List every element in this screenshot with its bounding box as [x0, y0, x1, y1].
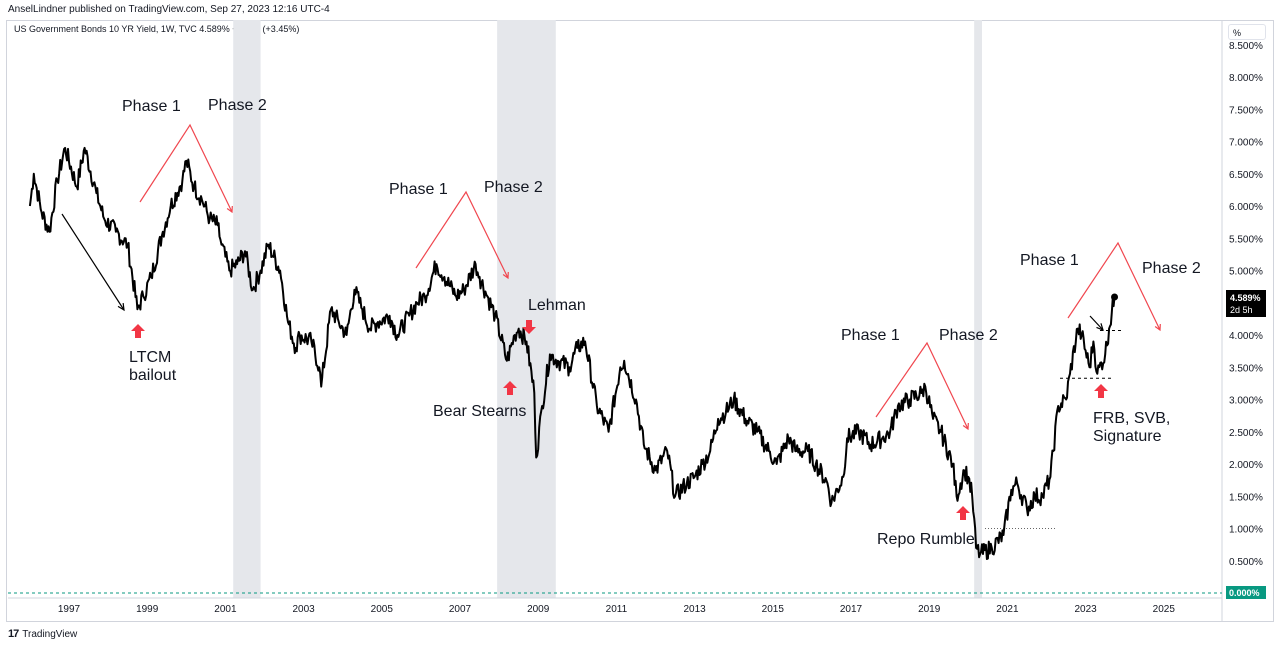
arrowhead [1096, 323, 1104, 332]
symbol-legend[interactable]: US Government Bonds 10 YR Yield, 1W, TVC… [14, 24, 300, 34]
x-axis: 1997 1999 2001 2003 2005 2007 2009 2011 2013 2015… [8, 597, 1222, 615]
frb-label-line2: Signature [1093, 428, 1162, 445]
y-axis: 0.500% 1.000% 1.500% 2.000% 2.500% 3.000% 3.50… [1221, 20, 1263, 622]
recession-bands [233, 20, 982, 598]
x-tick-label: 2003 [292, 604, 315, 615]
chart-frame [6, 20, 1274, 622]
event-markers [131, 320, 1108, 520]
phase2-label-b: Phase 2 [484, 179, 543, 196]
y-tick-label: 5.500% [1229, 234, 1263, 245]
footer-brand-text: TradingView [22, 628, 78, 640]
current-price-countdown: 2d 5h [1230, 305, 1253, 315]
y-tick-label: 2.000% [1229, 460, 1263, 471]
phase-peak-arrow [875, 341, 969, 430]
tradingview-logo-icon: 17 [8, 628, 19, 640]
current-price-value: 4.589% [1230, 293, 1261, 303]
y-tick-label: 5.000% [1229, 267, 1263, 278]
scale-unit-box[interactable]: % [1228, 24, 1266, 40]
publisher-line: AnselLindner published on TradingView.co… [8, 4, 330, 15]
y-tick-label: 8.500% [1229, 41, 1263, 52]
up-marker-icon [503, 381, 517, 395]
bear-stearns-label: Bear Stearns [433, 403, 526, 420]
arrowhead [117, 302, 125, 312]
phase2-label-c: Phase 2 [939, 327, 998, 344]
x-tick-label: 2023 [1074, 604, 1097, 615]
y-tick-label: 7.000% [1229, 138, 1263, 149]
zero-price-value: 0.000% [1229, 588, 1260, 598]
recession-band [497, 20, 556, 598]
y-tick-label: 6.000% [1229, 202, 1263, 213]
down-marker-icon [522, 320, 536, 334]
y-tick-label: 7.500% [1229, 105, 1263, 116]
phase1-label-c: Phase 1 [841, 327, 900, 344]
y-tick-label: 2.500% [1229, 428, 1263, 439]
pointer-arrow [1089, 315, 1104, 331]
x-tick-label: 2001 [214, 604, 237, 615]
x-tick-label: 2013 [683, 604, 706, 615]
y-tick-label: 0.500% [1229, 557, 1263, 568]
x-tick-label: 2021 [996, 604, 1019, 615]
y-tick-label: 1.000% [1229, 525, 1263, 536]
phase2-label-a: Phase 2 [208, 97, 267, 114]
phase1-label-d: Phase 1 [1020, 252, 1079, 269]
y-tick-label: 4.000% [1229, 331, 1263, 342]
yield-series-line [28, 146, 1116, 560]
x-tick-label: 2015 [762, 604, 785, 615]
up-marker-icon [1094, 384, 1108, 398]
footer-brand[interactable]: 17 TradingView [8, 628, 77, 640]
y-tick-label: 3.500% [1229, 363, 1263, 374]
x-tick-label: 2007 [449, 604, 472, 615]
y-tick-label: 3.000% [1229, 396, 1263, 407]
arrowhead [962, 422, 969, 431]
up-marker-icon [956, 506, 970, 520]
lehman-label: Lehman [528, 297, 586, 314]
x-tick-label: 2011 [606, 604, 628, 615]
x-tick-label: 1999 [136, 604, 159, 615]
up-marker-icon [131, 324, 145, 338]
x-tick-label: 2005 [371, 604, 394, 615]
arrowhead [226, 205, 233, 214]
y-tick-label: 8.000% [1229, 73, 1263, 84]
pointer-arrow [61, 213, 125, 311]
phase-peak-arrow [415, 190, 509, 279]
recession-band [233, 20, 261, 598]
ltcm-label-line2: bailout [129, 367, 177, 384]
repo-rumble-label: Repo Rumble [877, 531, 975, 548]
x-tick-label: 2019 [918, 604, 941, 615]
phase1-label-a: Phase 1 [122, 98, 181, 115]
x-tick-label: 1997 [58, 604, 81, 615]
y-tick-label: 6.500% [1229, 170, 1263, 181]
last-price-dot [1111, 293, 1119, 301]
x-tick-label: 2017 [840, 604, 863, 615]
x-tick-label: 2025 [1153, 604, 1176, 615]
recession-band [974, 20, 982, 598]
y-tick-label: 1.500% [1229, 492, 1263, 503]
annotation-arrows [61, 123, 1161, 431]
ltcm-label-line1: LTCM [129, 349, 171, 366]
current-price-tag: 4.589% 2d 5h [1226, 290, 1266, 317]
phase1-label-b: Phase 1 [389, 181, 448, 198]
frb-label-line1: FRB, SVB, [1093, 410, 1170, 427]
phase-peak-arrow [139, 123, 233, 213]
arrowhead [502, 271, 509, 280]
arrowhead [1154, 323, 1161, 332]
phase-peak-arrow [1067, 241, 1161, 331]
x-tick-label: 2009 [527, 604, 550, 615]
phase2-label-d: Phase 2 [1142, 260, 1201, 277]
zero-price-tag: 0.000% [1226, 586, 1266, 599]
